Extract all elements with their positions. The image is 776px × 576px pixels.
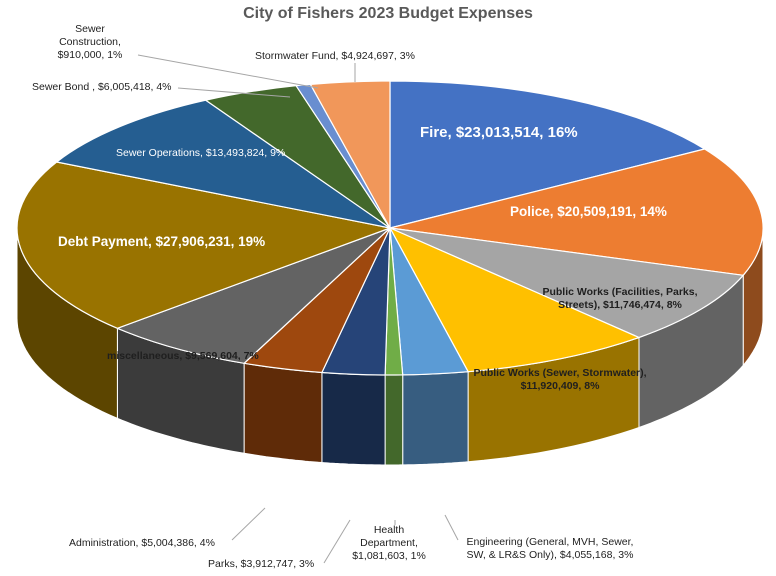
slice-public-works-sewer-stormwater (389, 227, 640, 373)
slice-label-stormwater-fund: Stormwater Fund, $4,924,697, 3% (255, 50, 415, 62)
slice-miscellaneous (116, 227, 391, 364)
slice-side-parks (321, 371, 386, 466)
slice-label-public-works-sewer: Public Works (Sewer, Stormwater), $11,92… (473, 367, 647, 392)
slice-label-public-works-facilities: Public Works (Facilities, Parks, Streets… (542, 286, 698, 311)
slice-stormwater-fund (309, 80, 391, 229)
leader-line-engineering (444, 514, 459, 541)
chart-title: City of Fishers 2023 Budget Expenses (243, 5, 533, 22)
slice-label-sewer-operations: Sewer Operations, $13,493,824, 9% (116, 147, 286, 159)
slice-label-parks: Parks, $3,912,747, 3% (208, 558, 315, 570)
slice-label-sewer-construction: Sewer Construction, $910,000, 1% (57, 23, 123, 61)
slice-side-engineering-general-mvh-sewer-sw-lr-s-only (402, 371, 469, 466)
pie-tops (16, 80, 764, 376)
slice-label-debt-payment: Debt Payment, $27,906,231, 19% (58, 234, 266, 249)
slice-public-works-facilities-parks-streets (389, 227, 744, 339)
leader-line-sewer-construction (137, 54, 319, 89)
leader-lines (137, 54, 459, 564)
slice-label-police: Police, $20,509,191, 14% (510, 204, 667, 219)
slice-side-administration (243, 362, 323, 464)
slice-fire (389, 80, 706, 229)
pie-sides (16, 227, 764, 466)
slice-debt-payment (16, 161, 391, 329)
slice-label-fire: Fire, $23,013,514, 16% (420, 124, 578, 141)
slice-sewer-operations (56, 99, 391, 229)
slice-label-engineering: Engineering (General, MVH, Sewer, SW, & … (466, 536, 634, 561)
slice-police (389, 148, 764, 276)
slice-side-health-department (384, 374, 404, 466)
slice-label-miscellaneous: miscellaneous, $9,569,604, 7% (107, 350, 259, 362)
slice-label-sewer-bond: Sewer Bond , $6,005,418, 4% (32, 81, 172, 93)
leader-line-sewer-bond (177, 87, 291, 98)
leader-line-administration (231, 507, 266, 541)
slice-label-administration: Administration, $5,004,386, 4% (69, 537, 215, 549)
leader-line-parks (323, 519, 351, 564)
slice-label-health-department: Health Department, $1,081,603, 1% (352, 524, 426, 562)
